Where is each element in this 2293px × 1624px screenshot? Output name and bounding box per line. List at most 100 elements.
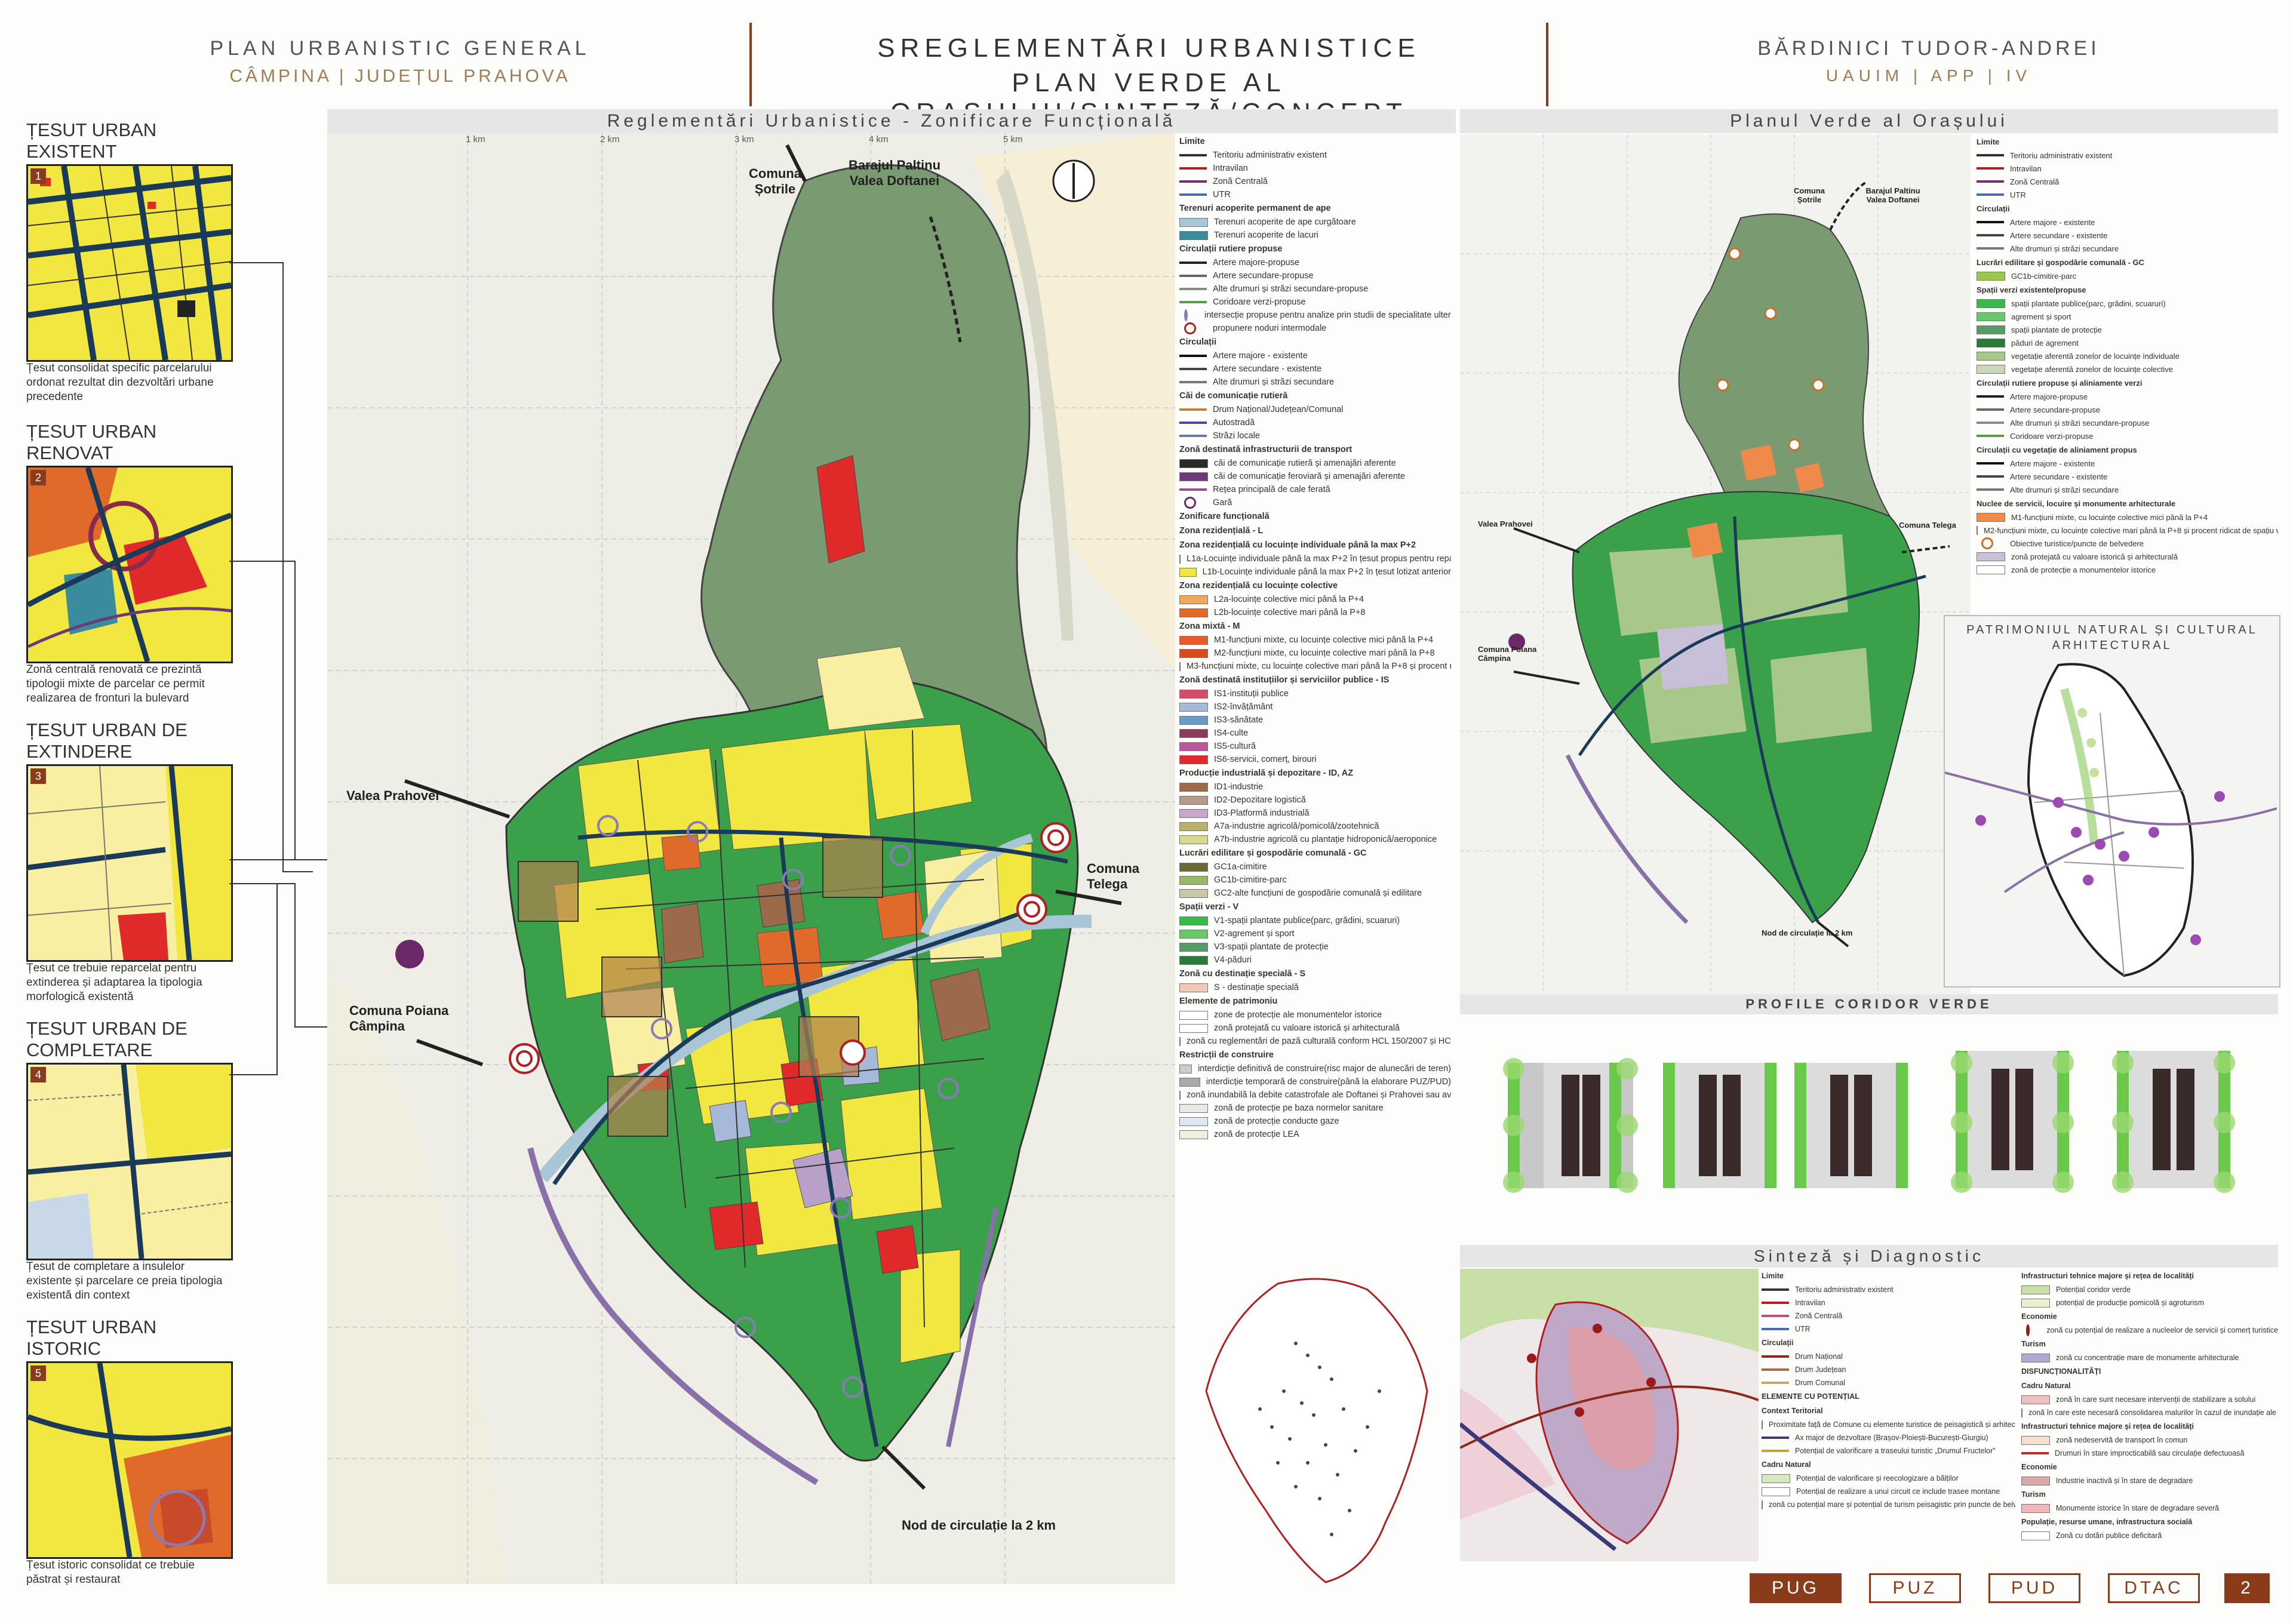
zoning-legend-item: zone de protecție ale monumentelor istor… (1179, 1008, 1451, 1022)
zoning-legend-line-symbol (1179, 408, 1207, 411)
zoning-legend-item: zonă protejată cu valoare istorică și ar… (1179, 1022, 1451, 1035)
synthesis-legend-left: Limite Teritoriu administrativ existent In… (1762, 1269, 2015, 1567)
zoning-legend-label: S - destinație specială (1214, 982, 1299, 992)
puz-button[interactable]: PUZ (1869, 1573, 1961, 1603)
zoning-legend-line-symbol (1179, 422, 1207, 424)
synth-legend-label: Monumente istorice în stare de degradare… (2056, 1504, 2220, 1512)
thumb-number-1: 1 (30, 168, 46, 184)
green-legend-label: Alte drumuri și străzi secundare-propuse (2010, 418, 2150, 427)
plan-subtitle: CÂMPINA | JUDEȚUL PRAHOVA (229, 66, 571, 86)
zoning-map[interactable] (327, 133, 1175, 1584)
synth-legend-swatch (2021, 1435, 2050, 1445)
green-legend-line-symbol (1977, 435, 2004, 437)
zoning-legend-label: căi de comunicație feroviară și amenajăr… (1214, 471, 1405, 481)
synth-legend-heading: Infrastructuri tehnice majore și rețea d… (2021, 1419, 2278, 1434)
zoning-legend-swatch (1179, 608, 1208, 617)
header-left: PLAN URBANISTIC GENERAL CÂMPINA | JUDEȚU… (203, 37, 597, 87)
green-legend-item: păduri de agrement (1977, 336, 2278, 349)
zoning-legend-swatch (1179, 217, 1208, 227)
synth-legend-item: Drum Național (1762, 1350, 2015, 1363)
green-plan-map[interactable] (1460, 134, 1971, 994)
zoning-legend-item: Terenuri acoperite de lacuri (1179, 229, 1451, 242)
thumb-caption-1: Țesut consolidat specific parcelarului o… (26, 362, 214, 403)
thumb-caption-5: Țesut istoric consolidat ce trebuie păst… (26, 1559, 195, 1586)
zoning-legend-item: Alte drumuri și străzi secundare-propuse (1179, 282, 1451, 296)
zoning-legend-label: ID2-Depozitare logistică (1214, 795, 1306, 805)
thumb-map-3: 3 (26, 764, 233, 962)
green-legend-item: Alte drumuri și străzi secundare (1977, 483, 2278, 496)
zoning-legend-line-symbol (1179, 193, 1207, 196)
pug-button[interactable]: PUG (1750, 1573, 1842, 1603)
synth-legend-line-symbol (1762, 1450, 1789, 1452)
green-legend-heading: Nuclee de servicii, locuire și monumente… (1977, 496, 2278, 510)
green-legend-label: vegetație aferentă zonelor de locuințe c… (2011, 364, 2174, 374)
zoning-legend-item: Gară (1179, 496, 1451, 509)
green-plan-legend: Limite Teritoriu administrativ existent In… (1977, 134, 2278, 603)
zoning-legend-swatch (1179, 795, 1208, 805)
zoning-legend-label: propunere noduri intermodale (1213, 323, 1327, 333)
main-section-bar: Reglementări Urbanistice - Zonificare Fu… (327, 109, 1456, 133)
zoning-legend-label: A7b-industrie agricolă cu plantație hidr… (1214, 834, 1437, 844)
synth-legend-heading: Cadru Natural (2021, 1379, 2278, 1393)
green-legend-label: spații plantate publice(parc, grădini, s… (2011, 299, 2166, 308)
synth-legend-label: Zonă cu dotări publice deficitară (2056, 1531, 2162, 1540)
green-legend-line-symbol (1977, 488, 2004, 491)
zoning-legend-heading: Zonă destinată infrastructurii de transp… (1179, 442, 1451, 457)
label-sotrile: Comuna Șotrile (749, 166, 801, 196)
synth-legend-item: UTR (1762, 1322, 2015, 1336)
green-legend-item: zonă protejată cu valoare istorică și ar… (1977, 550, 2278, 563)
green-legend-line-symbol (1977, 475, 2004, 478)
page-number: 2 (2224, 1573, 2270, 1603)
green-legend-item: spații plantate publice(parc, grădini, s… (1977, 297, 2278, 310)
synth-legend-swatch (2021, 1476, 2050, 1485)
green-legend-item: GC1b-cimitire-parc (1977, 269, 2278, 282)
synthesis-map[interactable] (1460, 1269, 1759, 1561)
zoning-legend-item: zonă de protecție conducte gaze (1179, 1115, 1451, 1128)
zoning-legend-heading: Circulații (1179, 335, 1451, 349)
zoning-legend-label: Intravilan (1213, 163, 1248, 173)
green-legend-swatch (1977, 565, 2005, 574)
synth-legend-label: Potențial coridor verde (2056, 1285, 2131, 1294)
green-legend-label: Alte drumuri și străzi secundare (2010, 485, 2119, 494)
zoning-legend-swatch (1179, 983, 1208, 992)
zoning-legend-heading: Căi de comunicație rutieră (1179, 389, 1451, 403)
zoning-legend-item: M1-funcțiuni mixte, cu locuințe colectiv… (1179, 633, 1451, 647)
zoning-legend-item: GC1b-cimitire-parc (1179, 873, 1451, 887)
zoning-legend-item: Autostradă (1179, 416, 1451, 429)
synth-legend-line-symbol (1762, 1382, 1789, 1384)
dtac-button[interactable]: DTAC (2108, 1573, 2200, 1603)
synth-legend-item: zonă cu potențial mare și potențial de t… (1762, 1498, 2015, 1511)
zoning-legend-item: L1a-Locuințe individuale până la max P+2… (1179, 552, 1451, 565)
green-legend-swatch (1977, 338, 2005, 347)
zoning-legend-line-symbol (1179, 154, 1207, 156)
zoning-legend-heading: Restricții de construire (1179, 1048, 1451, 1062)
zoning-legend-item: interdicție temporară de construire(până… (1179, 1075, 1451, 1088)
zoning-legend-item: L2b-locuințe colective mari până la P+8 (1179, 606, 1451, 619)
zoning-legend-item: Alte drumuri și străzi secundare (1179, 376, 1451, 389)
zoning-legend-label: L2b-locuințe colective mari până la P+8 (1214, 607, 1366, 617)
synth-legend-line-symbol (1762, 1315, 1789, 1317)
synth-legend-item: Drum Județean (1762, 1363, 2015, 1376)
synth-legend-label: Potențial de valorificare și reecologiza… (1796, 1474, 1959, 1482)
pud-button[interactable]: PUD (1988, 1573, 2080, 1603)
green-legend-swatch (1977, 271, 2005, 281)
zoning-legend-label: V1-spații plantate publice(parc, grădini… (1214, 915, 1400, 925)
zoning-legend-label: Autostradă (1213, 417, 1255, 427)
zoning-legend-line-symbol (1179, 275, 1207, 277)
green-legend-heading: Circulații (1977, 201, 2278, 216)
synth-legend-label: Drumuri în stare improcticabilă sau circ… (2055, 1449, 2245, 1457)
synth-legend-line-symbol (1762, 1355, 1789, 1358)
zoning-legend-swatch (1179, 715, 1208, 725)
synth-legend-label: Circulații (1762, 1339, 1794, 1347)
green-label-nod: Nod de circulație la 2 km (1762, 928, 1853, 937)
zoning-legend-line-symbol (1179, 381, 1207, 383)
synth-legend-label: Potențial de valorificare a traseului tu… (1795, 1447, 1996, 1455)
zoning-legend-label: M1-funcțiuni mixte, cu locuințe colectiv… (1214, 635, 1434, 645)
synth-legend-label: Drum Comunal (1795, 1379, 1846, 1387)
zoning-legend-line-symbol (1179, 301, 1207, 303)
zoning-legend-label: M2-funcțiuni mixte, cu locuințe colectiv… (1214, 648, 1435, 658)
zoning-legend-label: interdicție definitivă de construire(ris… (1198, 1063, 1451, 1074)
zoning-legend-item: Rețea principală de cale ferată (1179, 483, 1451, 496)
green-legend-item: vegetație aferentă zonelor de locuințe c… (1977, 362, 2278, 376)
zoning-legend-line-symbol (1179, 355, 1207, 357)
